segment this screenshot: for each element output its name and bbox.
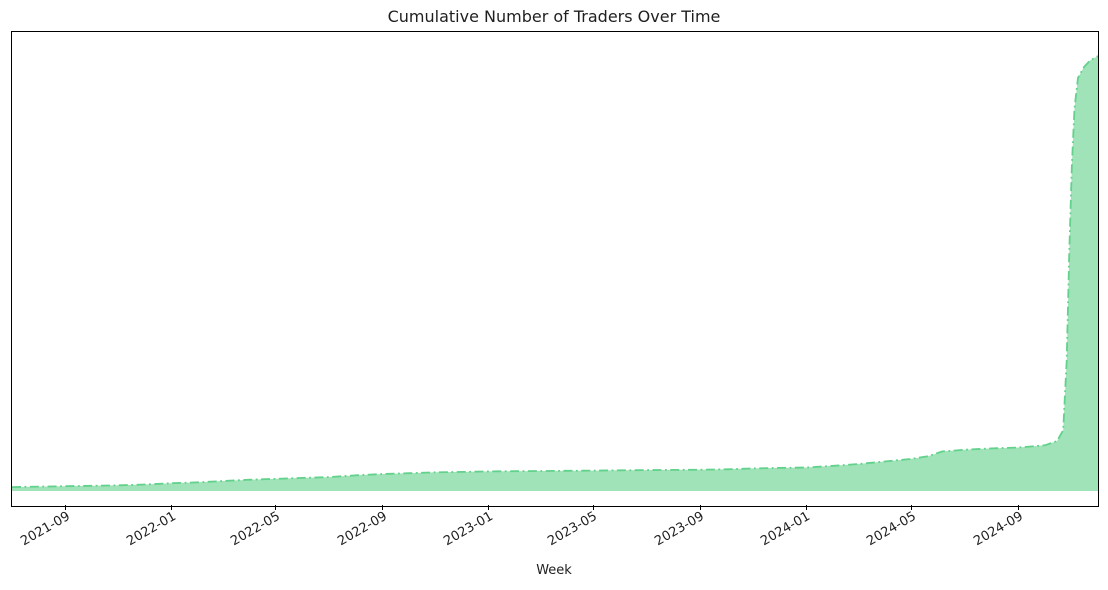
x-tick-mark xyxy=(805,505,807,510)
x-tick-mark xyxy=(275,505,277,510)
x-tick-label: 2023-05 xyxy=(545,509,601,550)
plot-area xyxy=(11,31,1099,507)
x-tick-label: 2024-09 xyxy=(970,509,1026,550)
x-tick-label: 2021-09 xyxy=(17,509,73,550)
x-tick-mark xyxy=(1017,505,1019,510)
x-tick-label: 2022-09 xyxy=(335,509,390,550)
x-tick-label: 2022-01 xyxy=(123,509,179,550)
x-tick-mark xyxy=(699,505,701,510)
x-tick-mark xyxy=(171,505,172,510)
x-tick-mark xyxy=(64,505,66,510)
cumulative-line xyxy=(12,55,1098,488)
x-tick-label: 2024-01 xyxy=(758,509,814,550)
x-tick-label: 2023-01 xyxy=(441,509,496,550)
x-axis-label: Week xyxy=(536,563,572,578)
area-chart-canvas xyxy=(12,55,1098,491)
x-tick-mark xyxy=(592,505,594,510)
chart-title: Cumulative Number of Traders Over Time xyxy=(387,7,721,26)
x-tick-label: 2022-05 xyxy=(228,509,283,550)
area-fill-shape xyxy=(12,56,1098,491)
x-tick-mark xyxy=(488,505,490,510)
x-tick-mark xyxy=(382,505,384,510)
x-tick-label: 2024-05 xyxy=(863,509,919,550)
x-tick-label: 2023-09 xyxy=(652,509,708,550)
x-tick-mark xyxy=(910,505,912,510)
